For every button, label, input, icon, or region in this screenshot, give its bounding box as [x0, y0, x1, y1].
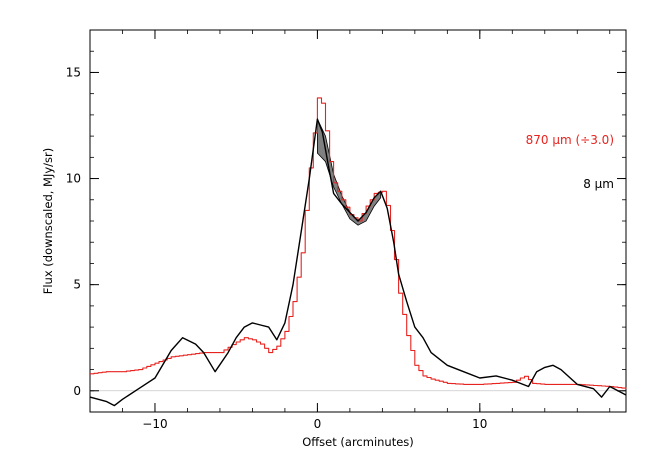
series-8um-line — [89, 118, 627, 407]
tick-labels: −10 0 10 0 5 10 15 — [66, 65, 488, 431]
x-axis-label: Offset (arcminutes) — [302, 435, 414, 449]
x-tick-label: 0 — [314, 417, 322, 431]
x-tick-label: 10 — [472, 417, 487, 431]
y-tick-label: 10 — [66, 172, 81, 186]
y-tick-label: 0 — [73, 384, 81, 398]
x-tick-label: −10 — [142, 417, 167, 431]
y-tick-label: 15 — [66, 65, 81, 79]
y-axis-label: Flux (downscaled, MJy/sr) — [41, 148, 55, 295]
series-870um-line — [90, 97, 627, 389]
legend-870um: 870 μm (÷3.0) — [526, 133, 614, 147]
y-tick-label: 5 — [73, 278, 81, 292]
legend-8um: 8 μm — [583, 177, 614, 191]
major-ticks — [90, 30, 626, 412]
